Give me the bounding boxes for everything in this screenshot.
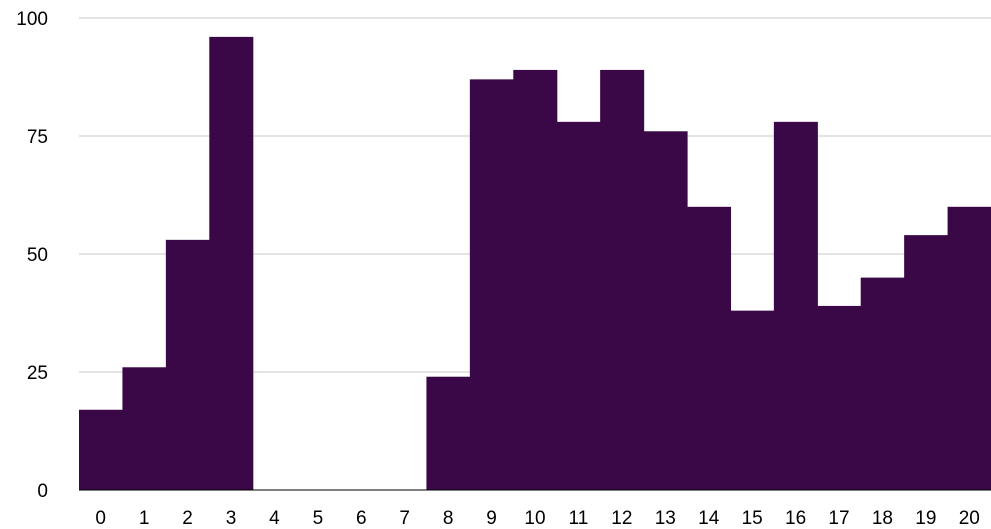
bar-17 [817, 305, 862, 490]
bar-14 [687, 206, 732, 491]
x-tick-label: 2 [182, 508, 193, 529]
x-tick-label: 20 [959, 508, 980, 529]
bar-12 [600, 69, 645, 491]
bar-19 [904, 235, 949, 490]
x-tick-label: 8 [443, 508, 454, 529]
y-tick-label: 100 [16, 9, 48, 30]
x-tick-label: 3 [226, 508, 237, 529]
bar-8 [426, 376, 471, 490]
x-tick-label: 7 [399, 508, 410, 529]
y-axis-tick-labels: 0 25 50 75 100 [16, 9, 48, 502]
bar-18 [860, 277, 905, 490]
y-tick-label: 50 [27, 245, 48, 266]
x-axis-tick-labels: 0 1 2 3 4 5 6 7 8 9 10 11 12 13 14 15 16 17 18 19 20 [95, 508, 979, 529]
x-tick-label: 17 [828, 508, 849, 529]
x-tick-label: 6 [356, 508, 367, 529]
x-tick-label: 15 [742, 508, 763, 529]
x-tick-label: 0 [95, 508, 106, 529]
x-tick-label: 4 [269, 508, 280, 529]
x-tick-label: 16 [785, 508, 806, 529]
data-series [79, 36, 991, 491]
bar-2 [165, 239, 210, 490]
y-tick-label: 0 [37, 481, 48, 502]
x-tick-label: 18 [872, 508, 893, 529]
bar-16 [773, 121, 818, 490]
bar-10 [513, 69, 558, 491]
bar-15 [730, 310, 775, 490]
bar-13 [643, 131, 688, 490]
bar-1 [122, 367, 167, 490]
x-tick-label: 10 [524, 508, 545, 529]
y-tick-label: 25 [27, 363, 48, 384]
x-tick-label: 9 [486, 508, 497, 529]
x-tick-label: 14 [698, 508, 720, 529]
bar-3 [209, 36, 254, 490]
bar-9 [469, 79, 514, 491]
bar-0 [79, 409, 124, 490]
x-tick-label: 1 [139, 508, 150, 529]
x-tick-label: 12 [611, 508, 632, 529]
x-tick-label: 13 [655, 508, 676, 529]
x-tick-label: 19 [915, 508, 936, 529]
y-tick-label: 75 [27, 127, 48, 148]
x-tick-label: 5 [313, 508, 324, 529]
bar-11 [556, 121, 601, 490]
x-tick-label: 11 [569, 508, 589, 529]
bar-20 [947, 206, 991, 491]
